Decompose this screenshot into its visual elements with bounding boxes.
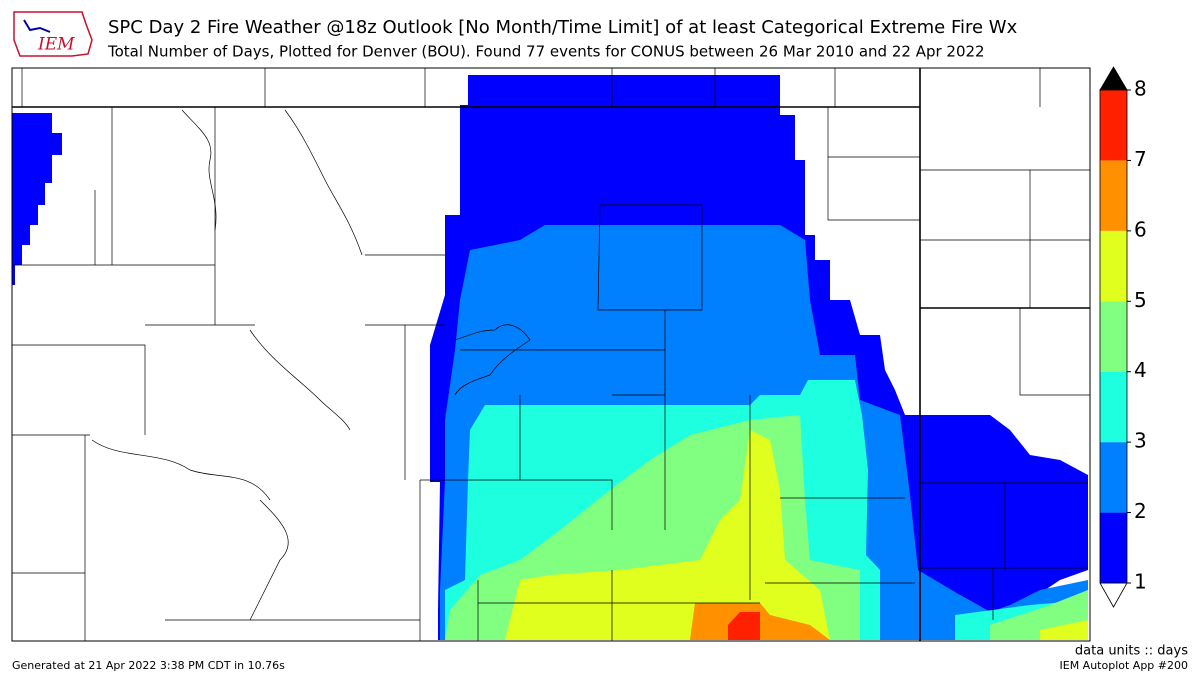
colorbar-tick-label: 6 (1134, 217, 1147, 241)
colorbar-tick-label: 7 (1134, 147, 1147, 171)
title: SPC Day 2 Fire Weather @18z Outlook [No … (108, 17, 1018, 38)
colorbar-frame (1099, 89, 1128, 584)
colorbar-segment (1100, 512, 1127, 583)
fill-region (12, 113, 62, 285)
app-label: IEM Autoplot App #200 (1060, 659, 1189, 672)
colorbar-segment (1100, 371, 1127, 443)
colorbar-segment (1100, 90, 1127, 161)
colorbar-tick-label: 8 (1134, 77, 1147, 101)
colorbar-tick-label: 3 (1134, 429, 1147, 453)
fill-region (728, 612, 760, 640)
colorbar-segment (1100, 301, 1127, 372)
colorbar-tick-label: 2 (1134, 499, 1147, 523)
colorbar: 1 2 3 4 5 6 7 8 (1099, 66, 1147, 608)
colorbar-over (1099, 66, 1128, 91)
colorbar-tick-label: 5 (1134, 288, 1147, 312)
colorbar-tick-label: 4 (1134, 358, 1147, 382)
subtitle: Total Number of Days, Plotted for Denver… (107, 43, 985, 61)
colorbar-tick-label: 1 (1134, 570, 1147, 594)
colorbar-under (1099, 582, 1128, 608)
map-frame (11, 67, 1091, 642)
colorbar-segment (1100, 442, 1127, 513)
colorbar-segment (1100, 160, 1127, 231)
logo-text: IEM (37, 35, 75, 55)
generated-label: Generated at 21 Apr 2022 3:38 PM CDT in … (12, 659, 285, 672)
colorbar-segment (1100, 230, 1127, 302)
map (11, 67, 1091, 642)
units-label: data units :: days (1075, 644, 1188, 659)
logo: IEM (13, 11, 93, 57)
fill-region (505, 430, 830, 640)
fill-region (1040, 620, 1088, 640)
